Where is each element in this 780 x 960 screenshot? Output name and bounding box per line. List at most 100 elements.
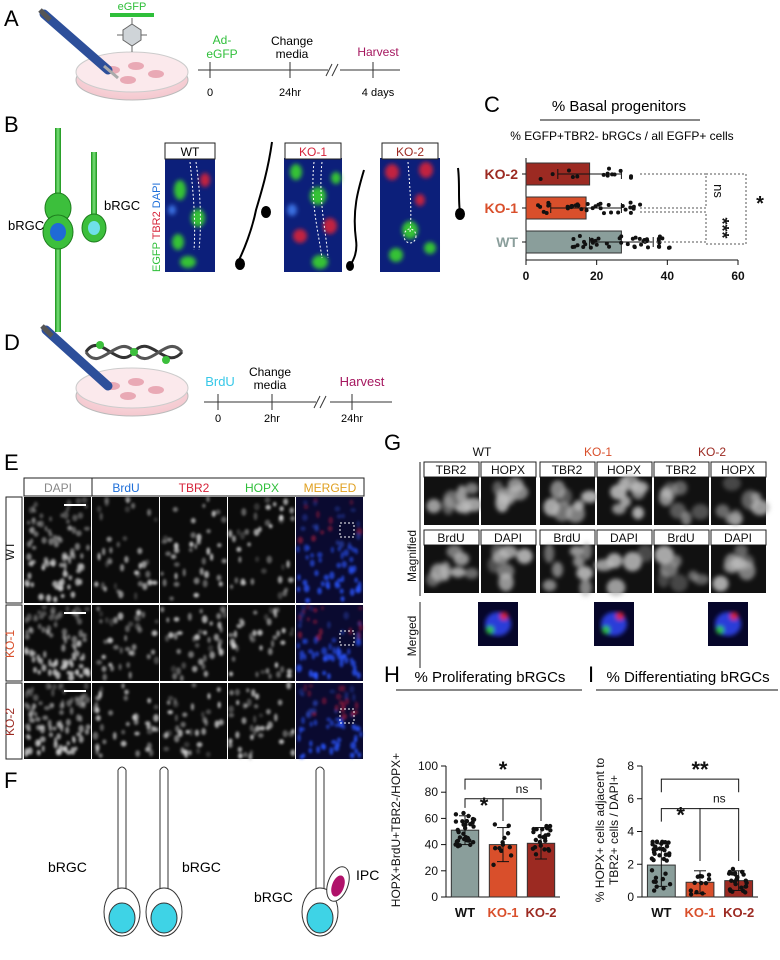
e-cell xyxy=(229,690,234,696)
e-cell xyxy=(98,690,103,699)
e-cell xyxy=(95,749,99,755)
e-cell xyxy=(38,520,44,528)
e-cell xyxy=(66,519,70,524)
e-cell xyxy=(148,748,154,757)
e-cell xyxy=(249,632,253,640)
e-cell xyxy=(73,650,80,657)
e-cell xyxy=(100,582,105,590)
chart-i-y-axis-title-2: TBR2+ cells / DAPI+ xyxy=(607,775,621,885)
chart-h-point xyxy=(457,843,463,848)
e-cell xyxy=(192,636,196,642)
e-cell xyxy=(308,669,313,678)
e-cell xyxy=(118,663,122,671)
e-cell xyxy=(202,503,206,508)
e-cell xyxy=(334,723,340,728)
e-cell xyxy=(119,564,125,572)
e-tile-texture xyxy=(163,682,224,759)
e-cell xyxy=(255,556,260,563)
chart-c-point xyxy=(583,242,588,247)
e-cell xyxy=(26,735,32,740)
e-cell xyxy=(139,563,143,568)
e-cell xyxy=(177,729,183,738)
chart-c-point xyxy=(656,244,661,249)
e-cell xyxy=(276,671,281,678)
chart-c-category-label: KO-1 xyxy=(485,200,519,216)
chart-h-point xyxy=(461,810,466,816)
e-cell xyxy=(266,555,273,564)
e-cell xyxy=(108,662,113,667)
e-cell xyxy=(310,708,317,714)
culture-dish-illustration-a xyxy=(75,51,189,101)
e-cell xyxy=(341,513,346,519)
e-cell xyxy=(331,637,337,643)
e-cell xyxy=(191,665,198,673)
e-cell xyxy=(137,547,143,555)
e-cell xyxy=(174,572,178,580)
e-cell xyxy=(354,701,359,710)
e-column-label: DAPI xyxy=(44,481,72,495)
e-cell xyxy=(310,535,317,542)
e-cell xyxy=(310,553,315,558)
e-cell xyxy=(202,716,208,724)
g-cell xyxy=(609,484,627,500)
e-cell xyxy=(193,592,200,598)
chart-c-point xyxy=(604,241,609,246)
e-cell xyxy=(72,737,76,744)
e-cell xyxy=(188,750,192,756)
timeline-a-0-time: 0 xyxy=(207,87,213,99)
e-cell xyxy=(202,579,208,588)
e-cell xyxy=(79,563,85,571)
chart-i-y-axis-title-1: % HOPX+ cells adjacent to xyxy=(593,757,607,902)
timeline-d-2-time: 24hr xyxy=(341,413,363,425)
chart-h-y-tick-label: 80 xyxy=(425,785,439,799)
e-cell xyxy=(98,753,103,758)
e-cell xyxy=(80,553,84,559)
chart-i-point xyxy=(743,890,748,895)
chart-c-point xyxy=(606,166,611,171)
chart-h-point xyxy=(461,822,466,827)
e-cell xyxy=(47,719,52,728)
e-cell xyxy=(296,586,301,593)
e-cell xyxy=(199,608,203,614)
e-cell xyxy=(30,582,35,588)
e-cell xyxy=(153,704,159,710)
e-cell xyxy=(267,721,273,729)
e-cell xyxy=(338,540,345,549)
e-cell xyxy=(166,700,171,705)
g-cell xyxy=(579,578,592,597)
e-cell xyxy=(107,637,114,644)
chart-h-category-label: KO-1 xyxy=(487,905,518,920)
e-cell xyxy=(347,648,351,655)
e-cell xyxy=(334,704,339,711)
e-cell xyxy=(359,731,363,738)
e-cell xyxy=(306,616,311,622)
e-cell xyxy=(153,656,160,665)
g-cell xyxy=(681,511,692,526)
e-cell xyxy=(252,629,257,637)
chart-c-point xyxy=(565,204,570,209)
e-cell xyxy=(234,688,240,696)
e-cell xyxy=(62,511,69,519)
chart-i-point xyxy=(730,889,735,894)
g-genotype-label: WT xyxy=(473,445,492,459)
chart-i-point xyxy=(692,880,697,885)
e-cell xyxy=(55,671,61,680)
g-cell xyxy=(630,481,649,494)
g-tile-texture xyxy=(487,543,533,592)
e-cell xyxy=(84,606,90,612)
g-cell xyxy=(654,545,674,565)
e-cell xyxy=(216,612,222,620)
e-cell xyxy=(43,705,50,711)
e-cell xyxy=(128,671,132,679)
e-cell xyxy=(176,630,183,636)
chart-h-point xyxy=(492,822,498,827)
e-cell xyxy=(350,660,356,667)
e-cell xyxy=(303,638,309,645)
e-cell xyxy=(136,609,142,616)
e-tile-texture xyxy=(23,604,91,682)
chart-c-point xyxy=(660,236,665,241)
e-cell xyxy=(350,508,356,513)
stain-tbr2: TBR2 xyxy=(151,211,163,239)
chart-c-point xyxy=(606,203,611,208)
